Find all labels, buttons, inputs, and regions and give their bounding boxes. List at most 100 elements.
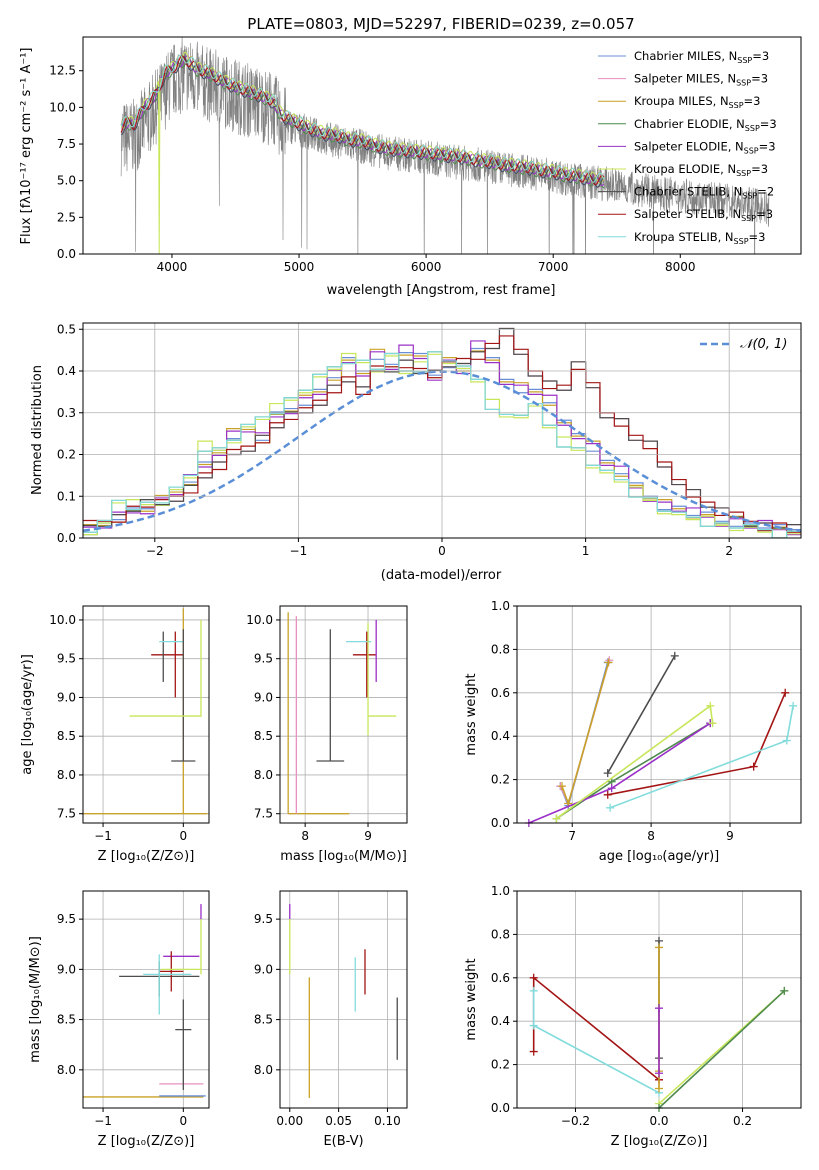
- weight-marker-kroupa_stelib: [606, 803, 615, 812]
- legend-label-sub: SSP: [745, 124, 760, 133]
- p7-xtick-label: 0.05: [325, 1114, 352, 1128]
- residual-frame: [82, 322, 802, 539]
- legend-label-main: Salpeter MILES, N: [634, 72, 736, 86]
- legend-label-chabrier_stelib: Chabrier STELIB, NSSP=2: [634, 185, 774, 201]
- spectrum-xtick-label: 6000: [411, 260, 442, 274]
- residual-xlabel: (data-model)/error: [381, 568, 502, 583]
- p5-frame: [516, 605, 802, 824]
- legend-label-main: Kroupa STELIB, N: [634, 230, 734, 244]
- p8-frame: [516, 890, 802, 1109]
- weight-marker-salpeter_stelib: [603, 790, 612, 799]
- model-line-kroupa_stelib: [120, 54, 605, 183]
- p8-ytick-label: 0.4: [491, 1014, 510, 1028]
- p3-frame: [82, 605, 210, 824]
- legend-label-suffix: =2: [757, 185, 774, 199]
- legend-label-suffix: =3: [760, 117, 777, 131]
- legend-label-chabrier_elodie: Chabrier ELODIE, NSSP=3: [634, 117, 777, 133]
- mass-vs-ebv-panel: 0.00 0.05 0.10 8.0 8.5 9.0 9.5 E(B-V): [254, 890, 408, 1149]
- residual-ytick-label: 0.1: [57, 489, 76, 503]
- p4-ytick-label: 10.0: [246, 613, 273, 627]
- xlabel: Z [log₁₀(Z/Z⊙)]: [611, 1134, 708, 1149]
- xlabel: Z [log₁₀(Z/Z⊙)]: [98, 849, 195, 864]
- residual-xtick-label: 1: [582, 544, 590, 558]
- p4-xtick-label: 8: [301, 829, 309, 843]
- p5-ytick-label: 0.8: [491, 642, 510, 656]
- weight-marker-kroupa_miles: [655, 943, 663, 952]
- spectrum-xlabel: wavelength [Angstrom, rest frame]: [327, 283, 556, 298]
- spectrum-ytick-label: 10.0: [49, 100, 76, 114]
- weight-marker-chabrier_stelib: [603, 769, 612, 778]
- p7-ytick-label: 8.5: [254, 1013, 273, 1027]
- spectrum-xtick-label: 8000: [665, 260, 696, 274]
- weight-marker-salpeter_elodie: [655, 1069, 663, 1078]
- spectrum-xtick-label: 4000: [157, 260, 188, 274]
- legend-label-sub: SSP: [744, 146, 759, 155]
- p6-frame: [82, 890, 210, 1109]
- p5-ytick-label: 0.2: [491, 773, 510, 787]
- residual-ytick-label: 0.2: [57, 448, 76, 462]
- legend-label-main: Chabrier MILES, N: [634, 49, 737, 63]
- weight-marker-kroupa_elodie: [552, 814, 561, 823]
- p5-xtick-label: 9: [726, 829, 734, 843]
- p5-xtick-label: 7: [568, 829, 576, 843]
- p7-frame: [279, 890, 408, 1109]
- legend-label-suffix: =3: [751, 162, 768, 176]
- ylabel: age [log₁₀(age/yr)]: [20, 654, 35, 775]
- weight-marker-kroupa_stelib: [529, 986, 538, 995]
- p8-xtick-label: −0.2: [561, 1114, 590, 1128]
- p3-ytick-label: 9.0: [57, 690, 76, 704]
- age-vs-z-panel: −1 0 7.5 8.0 8.5 9.0 9.5 10.0 Z [log₁₀(Z/Z⊙)] age…: [20, 605, 210, 864]
- legend-label-suffix: =3: [752, 49, 769, 63]
- p6-xtick-label: 0: [179, 1114, 187, 1128]
- p8-xtick-label: 0.0: [649, 1114, 668, 1128]
- legend-label-suffix: =3: [751, 72, 768, 86]
- xlabel: E(B-V): [323, 1134, 363, 1149]
- p3-ytick-label: 8.5: [57, 729, 76, 743]
- p3-xtick-label: −1: [94, 829, 112, 843]
- legend-label-sub: SSP: [736, 79, 751, 88]
- weight-line-chabrier_miles: [559, 662, 609, 809]
- weight-line-kroupa_stelib: [532, 990, 660, 1094]
- p8-ytick-label: 0.0: [491, 1101, 510, 1115]
- spectrum-panel: 4000 5000 6000 7000 8000 0.0 2.5 5.0 7.5 10.0 12.5…: [19, 36, 802, 298]
- weight-marker-kroupa_stelib: [529, 1021, 538, 1030]
- residual-ytick-label: 0.0: [57, 531, 76, 545]
- p7-ytick-label: 8.0: [254, 1063, 273, 1077]
- massweight-vs-z-panel: −0.2 0.0 0.2 0.0 0.2 0.4 0.6 0.8 1.0 Z [log₁₀(Z/Z…: [464, 884, 802, 1149]
- age-vs-mass-panel: 8 9 7.5 8.0 8.5 9.0 9.5 10.0 mass [log₁₀(M/M⊙)]: [246, 605, 408, 864]
- p3-ytick-label: 9.5: [57, 652, 76, 666]
- p3-xtick-label: 0: [179, 829, 187, 843]
- weight-line-chabrier_elodie: [658, 990, 785, 1109]
- p3-data: [83, 608, 208, 815]
- p7-xtick-label: 0.00: [276, 1114, 303, 1128]
- legend-label-kroupa_stelib: Kroupa STELIB, NSSP=3: [634, 230, 765, 246]
- legend-label-main: Chabrier ELODIE, N: [634, 117, 745, 131]
- legend-label-suffix: =3: [756, 207, 773, 221]
- p4-ytick-label: 8.5: [254, 729, 273, 743]
- p3-ytick-label: 8.0: [57, 768, 76, 782]
- weight-marker-salpeter_stelib: [529, 1047, 538, 1056]
- legend-label-sub: SSP: [741, 214, 756, 223]
- weight-marker-kroupa_elodie: [706, 701, 715, 710]
- weight-marker-kroupa_miles: [655, 1084, 663, 1093]
- ylabel: mass [log₁₀(M/M⊙)]: [28, 936, 43, 1063]
- residual-panel: −2 −1 0 1 2 0.0 0.1 0.2 0.3 0.4 0.5 𝒩(0, 1) (data-…: [30, 322, 802, 583]
- xlabel: Z [log₁₀(Z/Z⊙)]: [98, 1134, 195, 1149]
- residual-ytick-label: 0.4: [57, 364, 76, 378]
- weight-marker-chabrier_elodie: [780, 986, 789, 995]
- legend-label-sub: SSP: [737, 56, 752, 65]
- legend-label-main: Kroupa ELODIE, N: [634, 162, 736, 176]
- spectrum-ytick-label: 5.0: [57, 174, 76, 188]
- p5-ytick-label: 0.4: [491, 729, 510, 743]
- p8-ytick-label: 0.6: [491, 971, 510, 985]
- p4-ytick-label: 9.5: [254, 652, 273, 666]
- residual-xtick-label: −2: [146, 544, 164, 558]
- p6-ytick-label: 8.5: [57, 1013, 76, 1027]
- p8-xtick-label: 0.2: [733, 1114, 752, 1128]
- legend-label-sub: SSP: [734, 237, 749, 246]
- legend-label-main: Chabrier STELIB, N: [634, 185, 742, 199]
- weight-marker-kroupa_stelib: [782, 736, 791, 745]
- p4-xtick-label: 9: [364, 829, 372, 843]
- legend-label-sub: SSP: [742, 192, 757, 201]
